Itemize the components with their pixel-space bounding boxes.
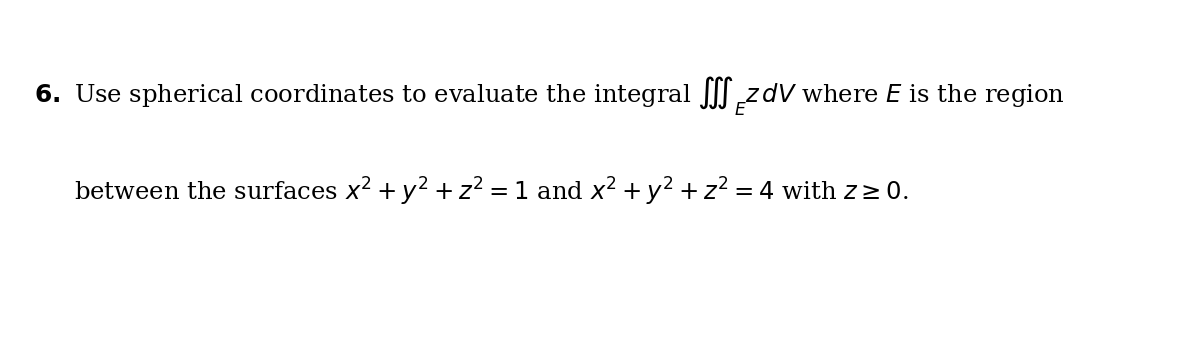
Text: $\mathbf{6.}$: $\mathbf{6.}$ [34, 84, 60, 107]
Text: between the surfaces $x^2 + y^2 + z^2 = 1$ and $x^2 + y^2 + z^2 = 4$ with $z \ge: between the surfaces $x^2 + y^2 + z^2 = … [74, 175, 910, 208]
Text: Use spherical coordinates to evaluate the integral $\iiint_E z\,dV$ where $E$ is: Use spherical coordinates to evaluate th… [74, 74, 1066, 118]
